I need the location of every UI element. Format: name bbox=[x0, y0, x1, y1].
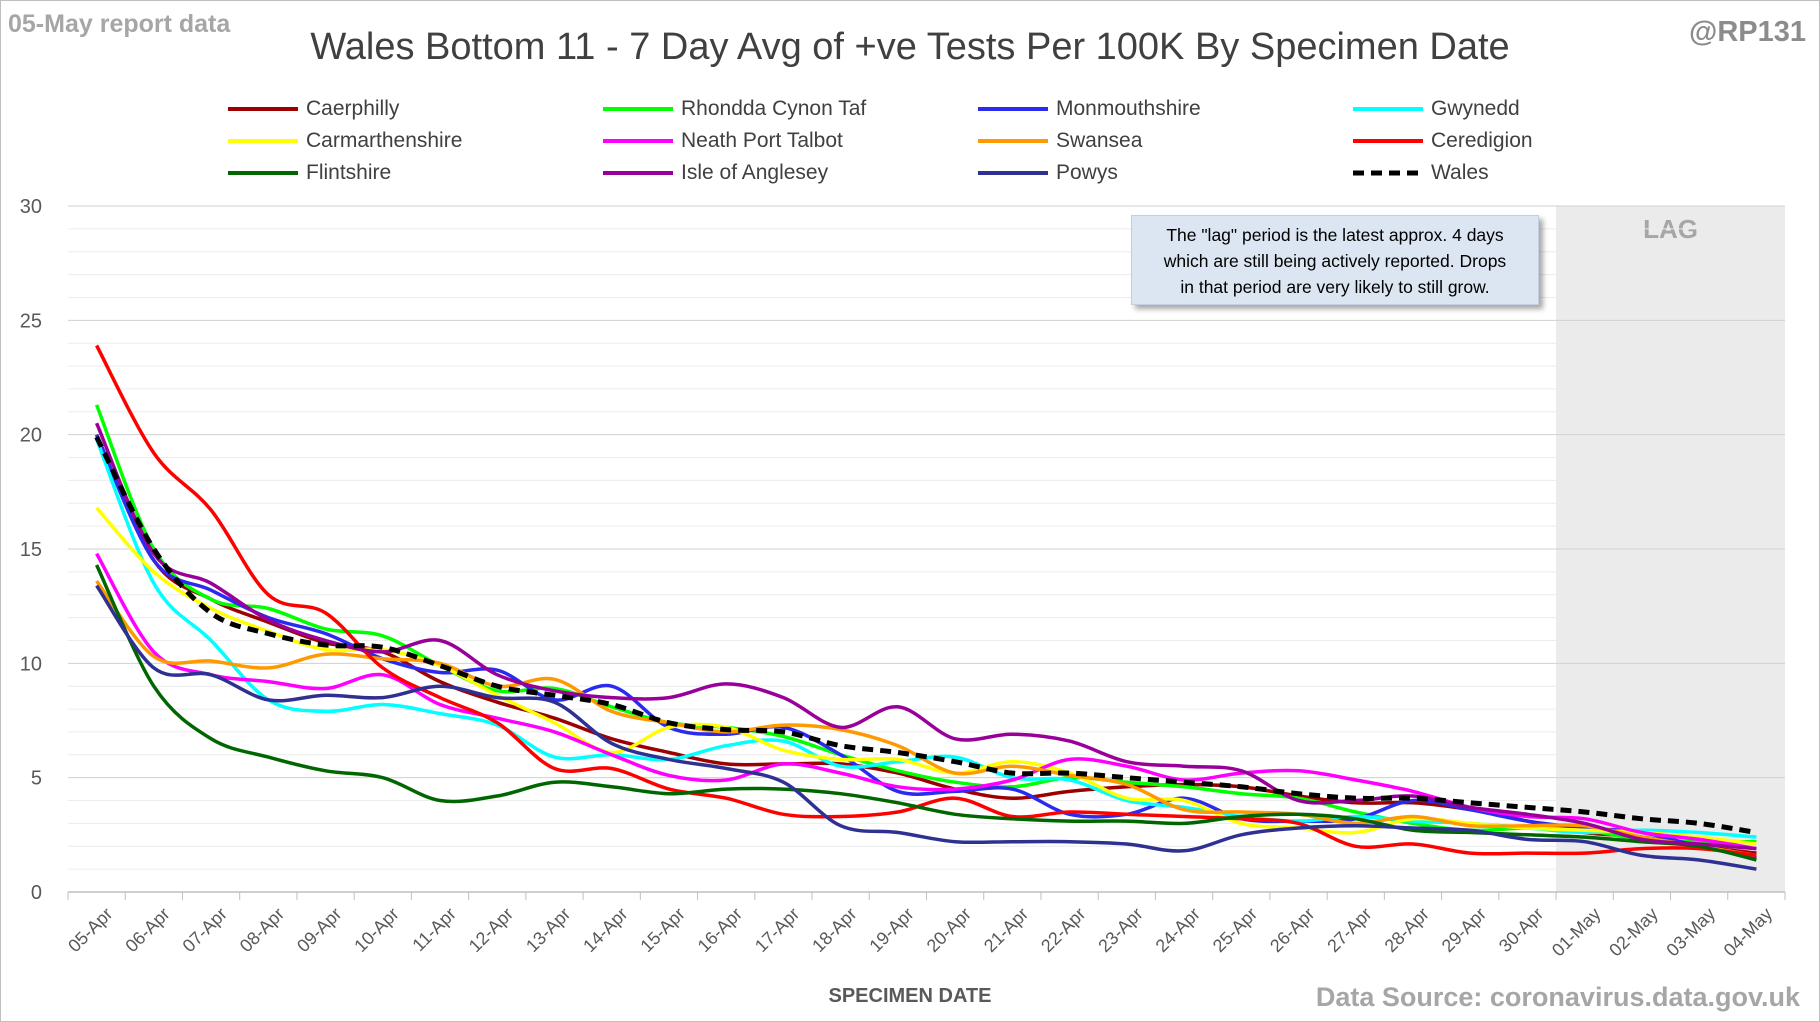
legend-label: Ceredigion bbox=[1431, 129, 1533, 152]
legend-label: Swansea bbox=[1056, 129, 1143, 152]
legend-label: Rhondda Cynon Taf bbox=[681, 97, 867, 120]
report-date: 05-May report data bbox=[8, 10, 231, 38]
legend-swatch bbox=[1353, 139, 1423, 143]
x-tick-label: 09-Apr bbox=[293, 904, 345, 956]
x-tick-label: 03-May bbox=[1662, 904, 1719, 961]
y-tick-label: 15 bbox=[20, 539, 42, 561]
x-tick-label: 30-Apr bbox=[1495, 904, 1547, 956]
x-tick-label: 05-Apr bbox=[64, 904, 116, 956]
series-line-rhondda-cynon-taf bbox=[94, 404, 1757, 844]
lag-note-line: which are still being actively reported.… bbox=[1163, 251, 1507, 271]
legend-label: Neath Port Talbot bbox=[681, 129, 843, 152]
legend-label: Caerphilly bbox=[306, 97, 400, 120]
y-tick-label: 20 bbox=[20, 425, 42, 447]
y-tick-label: 5 bbox=[31, 768, 42, 790]
x-tick-label: 07-Apr bbox=[179, 904, 231, 956]
x-tick-label: 14-Apr bbox=[579, 904, 631, 956]
lag-note-line: The "lag" period is the latest approx. 4… bbox=[1166, 225, 1504, 245]
chart-title: Wales Bottom 11 - 7 Day Avg of +ve Tests… bbox=[310, 26, 1510, 68]
legend-swatch bbox=[228, 107, 298, 111]
x-tick-label: 13-Apr bbox=[522, 904, 574, 956]
x-tick-label: 19-Apr bbox=[865, 904, 917, 956]
x-tick-label: 26-Apr bbox=[1266, 904, 1318, 956]
x-tick-label: 11-Apr bbox=[408, 904, 459, 955]
x-tick-label: 16-Apr bbox=[694, 904, 746, 956]
x-tick-label: 22-Apr bbox=[1037, 904, 1089, 956]
x-tick-label: 18-Apr bbox=[808, 904, 860, 956]
lag-note-line: in that period are very likely to still … bbox=[1180, 277, 1490, 297]
series-line-powys bbox=[95, 584, 1757, 871]
x-tick-label: 12-Apr bbox=[465, 904, 517, 956]
series-line-flintshire bbox=[95, 564, 1757, 862]
x-tick-label: 06-Apr bbox=[121, 904, 173, 956]
y-tick-label: 25 bbox=[20, 310, 42, 332]
x-tick-label: 25-Apr bbox=[1209, 904, 1261, 956]
x-tick-label: 24-Apr bbox=[1152, 904, 1204, 956]
legend-swatch bbox=[978, 107, 1048, 111]
legend-swatch bbox=[603, 139, 673, 143]
series-line-swansea bbox=[95, 579, 1757, 858]
x-tick-label: 20-Apr bbox=[923, 904, 975, 956]
x-tick-label: 23-Apr bbox=[1094, 904, 1146, 956]
legend-swatch bbox=[1353, 107, 1423, 111]
series-line-wales bbox=[94, 435, 1757, 835]
y-tick-label: 30 bbox=[20, 196, 42, 218]
x-tick-label: 29-Apr bbox=[1438, 904, 1490, 956]
legend-label: Powys bbox=[1056, 161, 1118, 184]
y-tick-label: 0 bbox=[31, 882, 42, 904]
legend-label: Isle of Anglesey bbox=[681, 161, 829, 184]
data-source: Data Source: coronavirus.data.gov.uk bbox=[1315, 982, 1800, 1012]
legend-label: Wales bbox=[1431, 161, 1489, 184]
legend-swatch bbox=[228, 139, 298, 143]
legend-label: Flintshire bbox=[306, 161, 392, 184]
legend-label: Gwynedd bbox=[1431, 97, 1520, 120]
legend-swatch bbox=[978, 171, 1048, 175]
x-tick-label: 01-May bbox=[1548, 904, 1605, 961]
x-tick-label: 10-Apr bbox=[350, 904, 402, 956]
legend-label: Carmarthenshire bbox=[306, 129, 463, 152]
legend-label: Monmouthshire bbox=[1056, 97, 1201, 120]
y-tick-label: 10 bbox=[20, 653, 42, 675]
legend-swatch bbox=[978, 139, 1048, 143]
x-tick-label: 21-Apr bbox=[980, 904, 1032, 956]
x-tick-label: 27-Apr bbox=[1323, 904, 1375, 956]
x-tick-label: 08-Apr bbox=[236, 904, 288, 956]
x-tick-label: 17-Apr bbox=[751, 904, 803, 956]
lag-note-box: The "lag" period is the latest approx. 4… bbox=[1131, 215, 1539, 305]
legend-swatch bbox=[603, 171, 673, 175]
series-line-isle-of-anglesey bbox=[94, 422, 1757, 851]
legend-swatch bbox=[1353, 170, 1423, 176]
author-handle: @RP131 bbox=[1689, 16, 1806, 48]
legend-swatch bbox=[228, 171, 298, 175]
series-line-ceredigion bbox=[95, 344, 1757, 858]
x-axis-title: SPECIMEN DATE bbox=[828, 985, 992, 1007]
x-tick-label: 02-May bbox=[1605, 904, 1662, 961]
legend-swatch bbox=[603, 107, 673, 111]
x-tick-label: 15-Apr bbox=[636, 904, 688, 956]
x-tick-label: 04-May bbox=[1720, 904, 1777, 961]
x-tick-label: 28-Apr bbox=[1381, 904, 1433, 956]
